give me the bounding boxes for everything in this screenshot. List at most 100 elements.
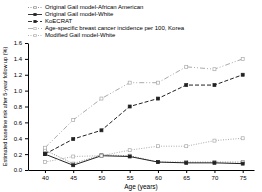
series-marker: [241, 137, 244, 140]
series-marker: [43, 161, 46, 164]
series-marker: [128, 105, 131, 108]
y-tick-mark: [25, 75, 28, 76]
series-marker: [100, 129, 103, 132]
series-marker: [43, 153, 46, 156]
series-marker: [185, 161, 188, 164]
x-tick-mark: [130, 170, 131, 173]
series-marker: [213, 161, 216, 164]
x-tick-mark: [73, 170, 74, 173]
legend-item: KoECRAT: [28, 18, 73, 24]
series-marker: [185, 145, 188, 148]
y-tick: 1.4: [14, 56, 28, 62]
x-tick-label: 50: [99, 175, 106, 181]
legend-swatch: [28, 7, 42, 8]
legend-item: Original Gail model-African American: [28, 4, 143, 10]
series-marker: [128, 149, 131, 152]
y-tick-label: 1.0: [14, 88, 23, 94]
x-axis: 40 45 50 55 60 65 70 75: [29, 170, 255, 181]
y-tick-label: 1.6: [14, 40, 23, 46]
series-line: [45, 59, 243, 148]
series-marker: [128, 81, 131, 84]
series-marker: [241, 57, 244, 60]
legend-marker: [34, 34, 36, 36]
y-tick: 0.0: [14, 167, 28, 173]
series-marker: [128, 155, 131, 158]
series-marker: [43, 153, 46, 156]
legend-label: Original Gail model-African American: [45, 4, 143, 10]
x-tick: 50: [99, 170, 106, 181]
y-tick-mark: [25, 138, 28, 139]
series-marker: [72, 118, 75, 121]
y-tick-mark: [25, 122, 28, 123]
series: [43, 137, 244, 164]
y-tick: 1.6: [14, 40, 28, 46]
series-marker: [156, 81, 159, 84]
y-tick-mark: [25, 170, 28, 171]
legend: Original Gail model-African AmericanOrig…: [28, 4, 185, 38]
legend-item: Modified Gail model-White: [28, 32, 116, 38]
series-marker: [100, 97, 103, 100]
y-axis-line: [28, 44, 29, 171]
series-marker: [72, 138, 75, 141]
legend-swatch: [28, 14, 42, 15]
x-tick: 45: [70, 170, 77, 181]
series-marker: [43, 146, 46, 149]
x-tick: 70: [212, 170, 219, 181]
series-marker: [156, 161, 159, 164]
x-axis-title: Age (years): [124, 183, 158, 191]
chart: 40455055606570750.00.20.40.60.81.01.21.4…: [0, 0, 262, 192]
series: [43, 57, 244, 149]
series-marker: [185, 161, 188, 164]
legend-label: Modified Gail model-White: [45, 32, 116, 38]
x-tick-label: 60: [155, 175, 162, 181]
y-tick: 0.4: [14, 136, 28, 142]
legend-marker: [34, 13, 36, 15]
y-tick-mark: [25, 43, 28, 44]
series-layer: [43, 57, 244, 166]
series-marker: [156, 97, 159, 100]
plot: 40455055606570750.00.20.40.60.81.01.21.4…: [14, 40, 255, 181]
y-tick-mark: [25, 154, 28, 155]
y-tick: 0.8: [14, 104, 28, 110]
x-tick-mark: [186, 170, 187, 173]
x-tick-label: 45: [70, 175, 77, 181]
y-axis-title: Estimated baseline risk after 5-year fol…: [2, 47, 8, 167]
series-marker: [185, 65, 188, 68]
y-tick-mark: [25, 59, 28, 60]
y-tick: 1.0: [14, 88, 28, 94]
x-tick: 60: [155, 170, 162, 181]
x-tick: 65: [183, 170, 190, 181]
series-marker: [241, 162, 244, 165]
series-line: [45, 150, 243, 163]
series-marker: [72, 164, 75, 167]
y-tick-mark: [25, 91, 28, 92]
y-tick-label: 1.4: [14, 56, 23, 62]
legend-label: Age-specific breast cancer incidence per…: [45, 25, 185, 31]
x-tick: 55: [127, 170, 134, 181]
series-marker: [100, 153, 103, 156]
series-marker: [156, 161, 159, 164]
y-tick-label: 0.8: [14, 104, 23, 110]
legend-item: Age-specific breast cancer incidence per…: [28, 25, 185, 31]
legend-swatch: [28, 21, 42, 22]
x-tick-label: 55: [127, 175, 134, 181]
x-tick-mark: [101, 170, 102, 173]
x-axis-line: [29, 170, 255, 171]
y-tick: 0.2: [14, 152, 28, 158]
x-tick-label: 75: [240, 175, 247, 181]
legend-marker: [34, 6, 36, 8]
legend-swatch: [28, 35, 42, 36]
y-axis: 0.00.20.40.60.81.01.21.41.6: [14, 40, 29, 173]
y-tick-label: 0.6: [14, 120, 23, 126]
x-tick-mark: [214, 170, 215, 173]
series-marker: [156, 145, 159, 148]
x-tick: 40: [42, 170, 49, 181]
series: [43, 73, 244, 155]
series-line: [45, 138, 243, 162]
x-tick-label: 65: [183, 175, 190, 181]
legend-item: Original Gail model-White: [28, 11, 114, 17]
y-tick-mark: [25, 107, 28, 108]
x-tick: 75: [240, 170, 247, 181]
series-marker: [100, 154, 103, 157]
x-tick-label: 40: [42, 175, 49, 181]
